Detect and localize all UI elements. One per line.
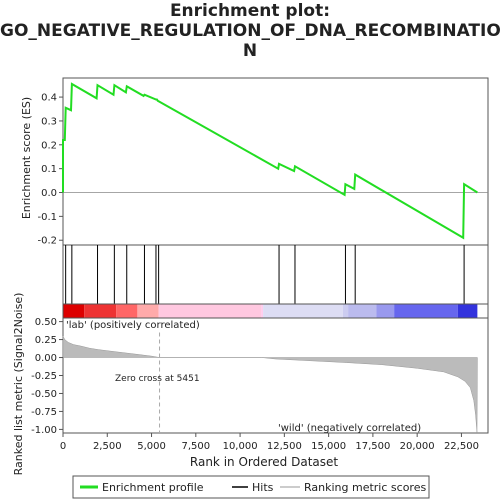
rank-colorbar-segment [263,304,343,318]
x-axis-label: Rank in Ordered Dataset [190,455,338,469]
es-tick-label: -0.1 [37,212,57,223]
rank-colorbar-segment [457,304,478,318]
x-tick-label: 12,500 [267,441,302,452]
es-panel-frame [62,77,489,246]
es-tick-label: 0.2 [41,140,57,151]
rank-colorbar-segment [63,304,85,318]
chart-title-line-1: Enrichment plot: [169,1,331,21]
metric-tick-label: 0.25 [35,335,57,346]
positive-correlation-label: 'lab' (positively correlated) [66,320,200,331]
legend: Enrichment profile Hits Ranking metric s… [72,475,430,499]
negative-correlation-label: 'wild' (negatively correlated) [278,423,421,434]
metric-tick-label: -0.75 [31,407,57,418]
x-tick-label: 22,500 [444,441,479,452]
legend-box [72,475,430,499]
rank-colorbar-segment [348,304,377,318]
es-tick-label: 0.1 [41,164,57,175]
x-tick-label: 10,000 [223,441,258,452]
es-tick-label: 0.0 [41,188,57,199]
x-tick-label: 5,000 [137,441,166,452]
rank-colorbar-segment [342,304,349,318]
rank-colorbar-segment [376,304,395,318]
es-tick-label: -0.2 [37,236,57,247]
legend-metric-label: Ranking metric scores [304,481,426,494]
rank-colorbar-segment [84,304,117,318]
metric-axis-label: Ranked list metric (Signal2Noise) [12,293,25,476]
es-tick-label: 0.3 [41,116,57,127]
chart-title: Enrichment plot: GO_NEGATIVE_REGULATION_… [0,1,500,61]
x-tick-label: 20,000 [400,441,435,452]
metric-panel-frame [62,317,489,434]
rank-colorbar-segment [261,304,264,318]
rank-colorbar [62,303,489,319]
x-tick-label: 0 [60,441,66,452]
x-tick-label: 2,500 [93,441,122,452]
hits-panel-frame [62,244,489,305]
es-axis-label: Enrichment score (ES) [20,97,33,219]
metric-area [62,335,478,434]
legend-es-label: Enrichment profile [102,481,204,494]
metric-tick-label: -1.00 [31,425,57,436]
metric-tick-label: -0.25 [31,371,57,382]
chart-title-line-3: N [242,41,258,61]
rank-colorbar-segment [394,304,458,318]
es-series-line [62,82,478,240]
rank-colorbar-segment [116,304,138,318]
rank-colorbar-segment [137,304,159,318]
zero-cross-label: Zero cross at 5451 [115,374,200,384]
es-tick-label: 0.4 [41,93,57,104]
axes-labels: Enrichment score (ES) Ranked list metric… [12,97,421,476]
metric-panel: -1.00 -0.75 -0.50 -0.25 0.00 0.25 0.50 0 2,500 5,… [31,317,489,452]
hits-panel [62,244,489,305]
x-tick-label: 17,500 [355,441,390,452]
metric-tick-label: 0.50 [35,317,57,328]
chart-title-line-2: GO_NEGATIVE_REGULATION_OF_DNA_RECOMBINAT… [0,21,500,41]
metric-tick-label: -0.50 [31,389,57,400]
es-panel: -0.2 -0.1 0.0 0.1 0.2 0.3 0.4 [37,77,489,247]
legend-hits-label: Hits [252,481,274,494]
rank-colorbar-segment [158,304,262,318]
x-tick-label: 15,000 [311,441,346,452]
metric-tick-label: 0.00 [35,353,57,364]
x-tick-label: 7,500 [181,441,210,452]
